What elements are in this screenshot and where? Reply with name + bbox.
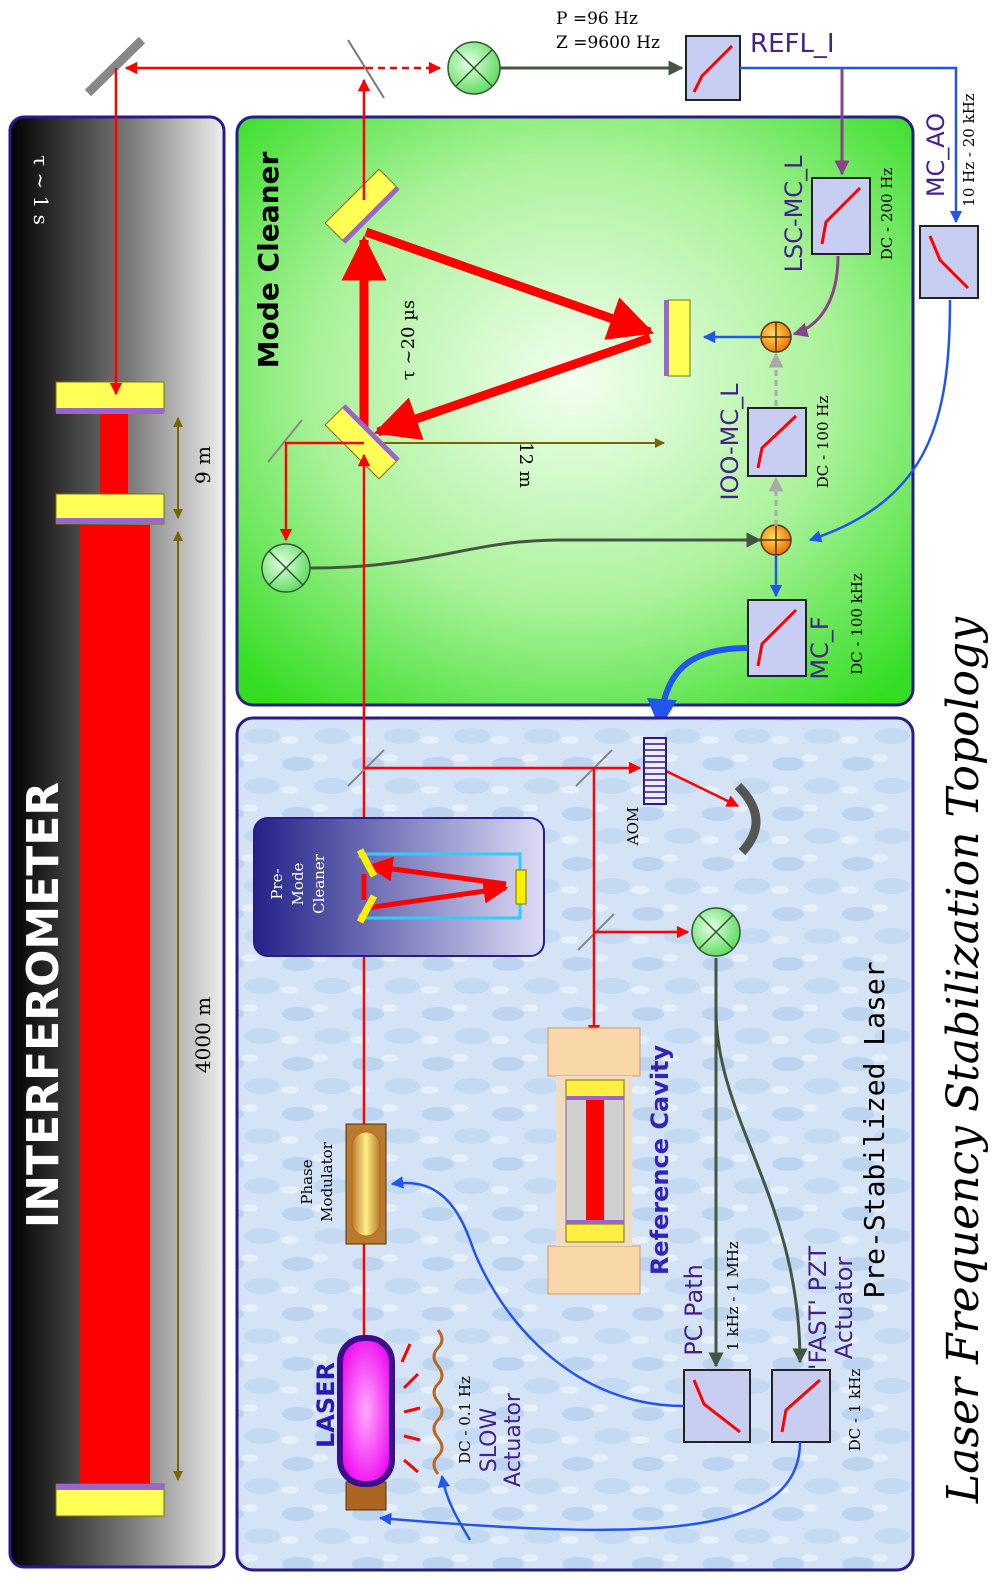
- fast-pzt-filter: [771, 1369, 831, 1443]
- mc-f-filter: [747, 599, 807, 677]
- pc-to-phase-modulator: [390, 1176, 685, 1408]
- arm-length-label: 4000 m: [191, 997, 215, 1073]
- slow-heater-coil: [432, 1329, 444, 1475]
- mode-cleaner-panel: Mode Cleaner τ ~20 µs 12 m: [235, 115, 979, 729]
- mc-mirror-end: [664, 299, 691, 377]
- mc-beam-top: [364, 227, 655, 340]
- laser: [337, 1335, 395, 1511]
- pmc-label-3: Cleaner: [310, 853, 328, 914]
- mc-mirror-top: [324, 168, 400, 244]
- summer-upper: [760, 321, 792, 353]
- mc-ao-band-label: 10 Hz - 20 kHz: [960, 93, 978, 206]
- mc-ao-label: MC_AO: [922, 113, 950, 197]
- laser-label: LASER: [312, 1362, 340, 1448]
- mode-cleaner-label: Mode Cleaner: [252, 151, 285, 368]
- mode-cleaner-tau: τ ~20 µs: [398, 300, 419, 380]
- diagram-title: Laser Frequency Stabilization Topology: [938, 616, 989, 1504]
- ioo-mc-l-label: IOO-MC_L: [716, 383, 744, 501]
- psl-panel: Pre-Stabilized Laser LASER DC - 0.1 Hz S…: [235, 453, 915, 1572]
- psl-mixer: [691, 907, 741, 957]
- lsc-band-label: DC - 200 Hz: [878, 168, 896, 261]
- pc-path-label: PC Path: [680, 1264, 708, 1356]
- top-beam-path: P =96 Hz Z =9600 Hz REFL_I MC_AO 10 Hz -…: [84, 9, 978, 396]
- mc-ao-filter: [919, 225, 979, 299]
- phase-modulator-label-1: Phase: [298, 1159, 316, 1204]
- refl-filter: [685, 35, 741, 101]
- lsc-mc-l-filter: [811, 177, 871, 255]
- ioo-mc-l-filter: [747, 407, 807, 477]
- reference-cavity-label: Reference Cavity: [646, 1044, 674, 1275]
- pzt-to-laser: [378, 1441, 802, 1532]
- phase-modulator-label-2: Modulator: [318, 1141, 336, 1221]
- aom-beam-out: [663, 768, 740, 808]
- psl-error-to-pzt: [714, 1009, 808, 1364]
- mc-error-signal: [309, 532, 762, 570]
- pole-label: P =96 Hz: [556, 9, 638, 29]
- phase-modulator: [345, 1123, 387, 1245]
- arm-cavity-beam: [80, 525, 150, 1485]
- recycling-mirror: [55, 381, 165, 414]
- slow-actuator-label-2: Actuator: [501, 1392, 526, 1487]
- fast-pzt-label-1: 'FAST' PZT: [804, 1246, 832, 1371]
- lsc-mc-l-label: LSC-MC_L: [780, 155, 808, 272]
- reference-cavity: [547, 1027, 641, 1295]
- lsc-to-summer: [792, 255, 840, 338]
- fast-band-label: DC - 1 kHz: [846, 1369, 864, 1452]
- pre-mode-cleaner: [253, 817, 545, 957]
- pmc-label-1: Pre-: [268, 868, 286, 899]
- pc-path-filter: [683, 1369, 751, 1443]
- refl-to-mcao: [740, 66, 963, 224]
- refl-i-label: REFL_I: [750, 29, 835, 59]
- aom-return-mirror: [734, 782, 761, 856]
- mc-f-band-label: DC - 100 kHz: [848, 573, 866, 675]
- fast-pzt-label-2: Actuator: [830, 1257, 858, 1360]
- recycling-length-label: 9 m: [191, 446, 215, 484]
- pmc-label-2: Mode: [289, 862, 307, 905]
- mc-f-label: MC_F: [806, 616, 834, 679]
- laser-heat-rays: [400, 1343, 421, 1474]
- end-test-mass: [55, 1483, 165, 1517]
- steering-mirror: [84, 36, 146, 97]
- mc-refl-beam: [279, 441, 364, 542]
- ioo-band-label: DC - 100 Hz: [814, 396, 832, 489]
- slow-band-label: DC - 0.1 Hz: [456, 1376, 474, 1464]
- refl-mixer: [447, 41, 501, 95]
- slow-to-heater: [437, 1474, 472, 1541]
- mc-beam-bottom: [373, 333, 652, 441]
- mcao-to-summer: [808, 299, 952, 543]
- interferometer-panel: INTERFEROMETER τ ~ 1 s 4000 m 9 m: [8, 115, 226, 1569]
- interferometer-tau: τ ~ 1 s: [29, 155, 53, 225]
- mcf-to-aom: [646, 645, 749, 729]
- aom: [643, 737, 667, 805]
- interferometer-label: INTERFEROMETER: [18, 782, 69, 1228]
- mode-cleaner-length: 12 m: [515, 442, 536, 488]
- input-test-mass: [55, 493, 165, 525]
- mc-pickoff-splitter: [267, 419, 303, 463]
- summer-lower: [760, 524, 792, 556]
- mc-mixer: [261, 543, 311, 593]
- zero-label: Z =9600 Hz: [556, 33, 660, 53]
- slow-actuator-label-1: SLOW: [477, 1408, 502, 1473]
- psl-label: Pre-Stabilized Laser: [858, 961, 891, 1298]
- pc-band-label: 1 kHz - 1 MHz: [724, 1241, 742, 1351]
- aom-label: AOM: [624, 807, 642, 847]
